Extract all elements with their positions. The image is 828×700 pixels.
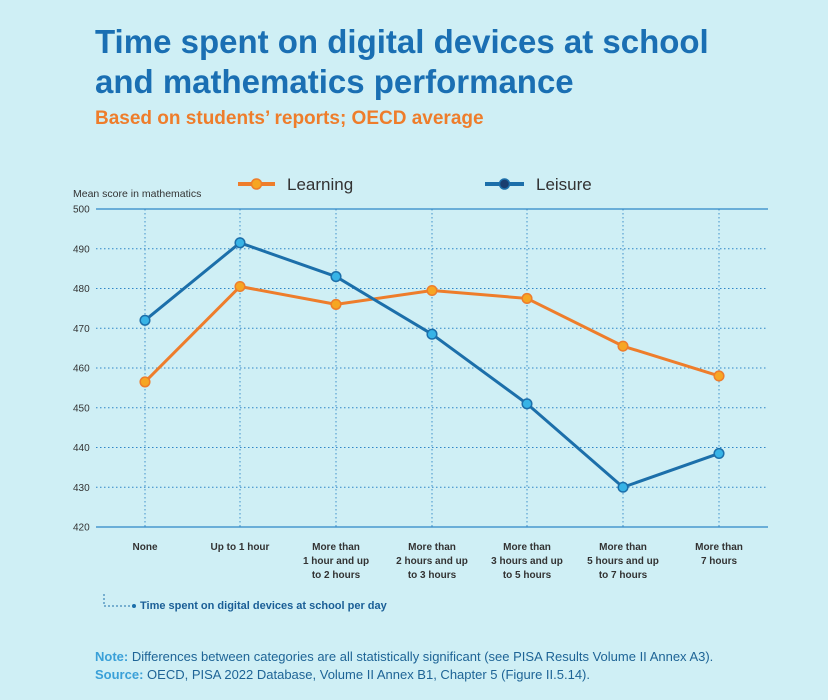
footnotes: Note: Differences between categories are… (95, 648, 713, 684)
data-point-leisure-0 (139, 314, 151, 326)
x-axis-label: Time spent on digital devices at school … (140, 600, 388, 612)
data-point-leisure-2 (330, 271, 342, 283)
data-point-leisure-5 (617, 481, 629, 493)
y-tick-label: 450 (73, 403, 90, 414)
x-tick-label-line: 2 hours and up (396, 556, 468, 567)
x-tick-label-4: More than 3 hours and up to 5 hours (491, 542, 563, 581)
x-tick-label-line: to 7 hours (599, 570, 648, 581)
legend-learning-marker (250, 178, 263, 190)
title-line-2: and mathematics performance (95, 63, 574, 100)
data-point-leisure-6 (713, 447, 725, 460)
legend-learning-label: Learning (287, 175, 353, 194)
y-tick-label: 500 (73, 205, 90, 216)
legend-item-leisure: Leisure (485, 175, 592, 194)
data-point-leisure-4 (521, 398, 533, 410)
source-label: Source: (95, 667, 144, 682)
x-tick-label-line: 3 hours and up (491, 556, 563, 567)
legend: Learning Leisure (238, 175, 592, 194)
x-tick-label-line: 1 hour and up (303, 556, 369, 567)
x-tick-label-line: to 2 hours (312, 570, 361, 581)
data-point-leisure-3 (426, 328, 438, 340)
grid (96, 208, 768, 528)
x-tick-label-line: More than (408, 542, 456, 553)
note-text: Differences between categories are all s… (131, 649, 714, 664)
y-tick-label: 490 (73, 244, 90, 255)
x-tick-label-line: to 5 hours (503, 570, 552, 581)
data-point-learning-4 (521, 292, 533, 304)
x-tick-label-6: More than 7 hours (695, 542, 743, 567)
series-layer (139, 237, 725, 493)
x-tick-label-line: Up to 1 hour (211, 542, 270, 553)
data-point-learning-0 (139, 376, 151, 388)
y-tick-label: 480 (73, 284, 90, 295)
x-axis-title-connector (103, 594, 133, 607)
y-axis-label: Mean score in mathematics (73, 188, 201, 200)
x-tick-label-line: More than (503, 542, 551, 553)
x-tick-label-0: None (133, 542, 158, 553)
x-tick-label-1: Up to 1 hour (211, 542, 270, 553)
legend-leisure-marker (498, 178, 511, 190)
source-line: Source: OECD, PISA 2022 Database, Volume… (95, 666, 713, 684)
data-point-learning-5 (617, 340, 629, 352)
y-tick-label: 420 (73, 523, 90, 534)
y-tick-label: 430 (73, 483, 90, 494)
x-axis-ticks: None Up to 1 hour More than 1 hour and up to… (133, 542, 743, 581)
title-line-1: Time spent on digital devices at school (95, 23, 709, 60)
x-tick-label-line: More than (695, 542, 743, 553)
chart-title: Time spent on digital devices at school … (95, 22, 795, 102)
source-text: OECD, PISA 2022 Database, Volume II Anne… (147, 667, 590, 682)
note-line: Note: Differences between categories are… (95, 648, 713, 666)
x-tick-label-line: 5 hours and up (587, 556, 659, 567)
x-tick-label-2: More than 1 hour and up to 2 hours (303, 542, 369, 581)
data-point-leisure-1 (234, 237, 246, 249)
x-axis-title-dot (132, 604, 136, 608)
data-point-learning-1 (234, 280, 246, 293)
x-tick-label-5: More than 5 hours and up to 7 hours (587, 542, 659, 581)
legend-item-learning: Learning (238, 175, 353, 194)
legend-leisure-label: Leisure (536, 175, 592, 194)
data-point-learning-3 (426, 284, 438, 297)
x-tick-label-line: to 3 hours (408, 570, 457, 581)
note-label: Note: (95, 649, 129, 664)
y-tick-label: 440 (73, 443, 90, 454)
y-tick-label: 460 (73, 364, 90, 375)
y-tick-label: 470 (73, 324, 90, 335)
data-point-learning-6 (713, 370, 725, 382)
x-axis-title-group: Time spent on digital devices at school … (103, 594, 388, 612)
x-tick-label-line: More than (599, 542, 647, 553)
x-tick-label-3: More than 2 hours and up to 3 hours (396, 542, 468, 581)
x-tick-label-line: 7 hours (701, 556, 738, 567)
x-tick-label-line: None (133, 542, 158, 553)
line-chart: Mean score in mathematics Learning Leisu… (73, 175, 768, 612)
data-point-learning-2 (330, 298, 342, 310)
y-axis-ticks: 500 490 480 470 460 450 440 430 420 (73, 205, 90, 534)
chart-subtitle: Based on students’ reports; OECD average (95, 108, 484, 129)
x-tick-label-line: More than (312, 542, 360, 553)
